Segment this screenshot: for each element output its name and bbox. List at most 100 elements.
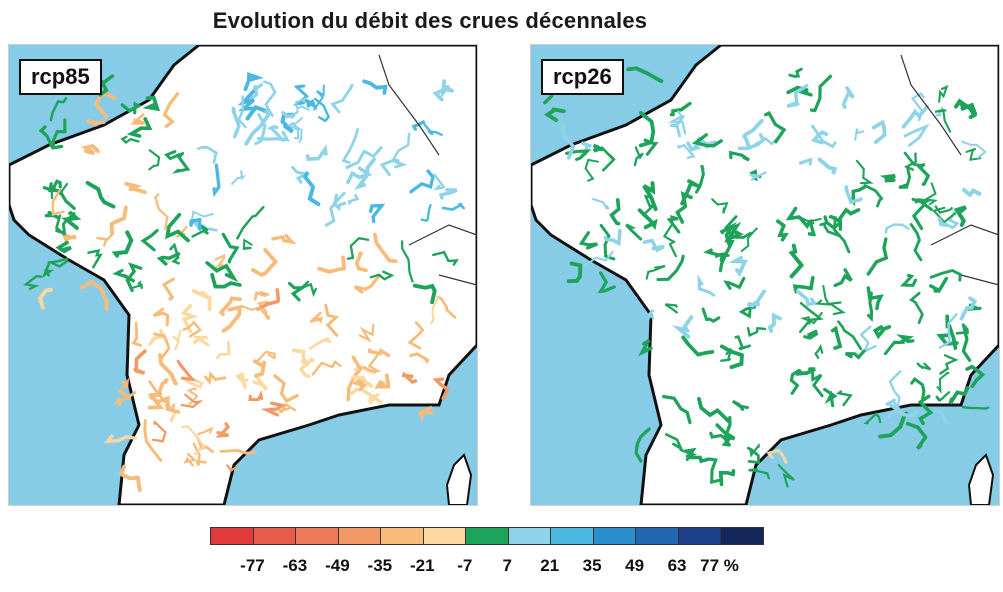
river-segment	[423, 123, 443, 136]
legend-tick-label: -21	[410, 556, 435, 575]
river-segment	[814, 284, 831, 306]
river-segment	[879, 173, 896, 183]
river-segment	[129, 113, 146, 126]
river-segment	[143, 419, 163, 462]
river-segment	[766, 449, 788, 464]
river-segment	[863, 184, 884, 208]
river-segment	[871, 119, 887, 145]
river-segment	[41, 261, 55, 279]
river-segment	[883, 340, 905, 356]
river-segment	[642, 181, 658, 212]
river-segment	[678, 447, 698, 461]
river-segment	[324, 303, 340, 337]
river-segment	[817, 157, 838, 175]
river-segment	[244, 109, 271, 146]
river-segment	[697, 397, 731, 423]
river-segment	[662, 224, 677, 258]
river-segment	[854, 128, 865, 141]
river-segment	[214, 253, 226, 269]
river-segment	[809, 74, 833, 113]
river-segment	[401, 240, 414, 283]
river-segment	[266, 124, 285, 142]
river-segment	[584, 158, 599, 182]
river-segment	[638, 338, 653, 357]
river-segment	[810, 367, 824, 398]
river-segment	[218, 296, 242, 317]
river-segment	[738, 303, 757, 319]
river-segment	[96, 233, 114, 247]
map-title: Evolution du débit des crues décennales	[212, 8, 648, 33]
river-segment	[215, 422, 231, 438]
river-segment	[830, 325, 843, 350]
river-segment	[240, 305, 270, 321]
river-segment	[44, 210, 60, 220]
river-segment	[252, 376, 269, 391]
legend-tick-label: -7	[457, 556, 473, 575]
river-segment	[662, 394, 692, 425]
river-segment	[763, 110, 787, 144]
river-segment	[80, 279, 109, 312]
river-segment	[719, 344, 744, 370]
river-segment	[737, 132, 766, 151]
river-segment	[961, 324, 972, 362]
river-segment	[124, 181, 147, 195]
river-segment	[181, 425, 206, 456]
river-segment	[691, 133, 723, 148]
river-segment	[746, 289, 766, 308]
river-segment	[148, 149, 161, 171]
river-segment	[591, 197, 610, 210]
river-segment	[231, 170, 247, 185]
river-segment	[638, 111, 656, 148]
river-segment	[133, 349, 147, 375]
river-segment	[111, 230, 134, 258]
river-segment	[895, 334, 915, 343]
river-segment	[634, 427, 651, 463]
river-segment	[204, 370, 227, 386]
river-segment	[172, 330, 182, 351]
map-panel-rcp26: rcp26	[530, 44, 1000, 506]
river-segment	[129, 280, 143, 290]
river-segment	[600, 146, 616, 172]
country-borders	[900, 54, 999, 286]
river-segment	[432, 250, 459, 266]
river-segment	[197, 146, 218, 164]
river-segment	[219, 448, 257, 455]
river-segment	[748, 468, 771, 480]
legend-swatch	[381, 528, 424, 544]
river-segment	[625, 223, 643, 241]
river-segment	[112, 268, 136, 283]
river-segment	[803, 329, 819, 340]
river-segment	[391, 132, 411, 162]
river-segment	[929, 276, 948, 293]
river-segment	[749, 442, 760, 458]
legend-swatch	[593, 528, 637, 544]
river-segment	[140, 229, 159, 252]
river-segment	[746, 446, 761, 464]
river-segment	[917, 394, 934, 426]
river-segment	[709, 431, 730, 445]
river-segment	[837, 320, 863, 351]
river-segment	[797, 215, 822, 225]
river-segment	[191, 335, 210, 347]
river-segment	[432, 173, 446, 191]
river-segment	[855, 159, 874, 185]
legend-swatch	[296, 528, 339, 544]
river-segment	[642, 194, 655, 217]
river-segment	[298, 357, 315, 378]
river-segment	[162, 92, 180, 129]
river-segment	[677, 143, 696, 159]
river-segment	[695, 164, 705, 194]
river-segment	[959, 296, 978, 321]
river-segment	[814, 343, 824, 359]
legend-tick-label: -49	[325, 556, 350, 575]
river-segment	[369, 203, 386, 224]
river-segment	[835, 390, 853, 407]
river-segment	[955, 323, 970, 335]
river-segment	[731, 399, 749, 411]
river-segment	[409, 352, 430, 365]
legend-swatch	[678, 528, 722, 544]
river-segment	[645, 264, 666, 280]
river-segment	[304, 98, 318, 111]
river-segment	[314, 97, 331, 123]
river-segment	[61, 210, 82, 230]
